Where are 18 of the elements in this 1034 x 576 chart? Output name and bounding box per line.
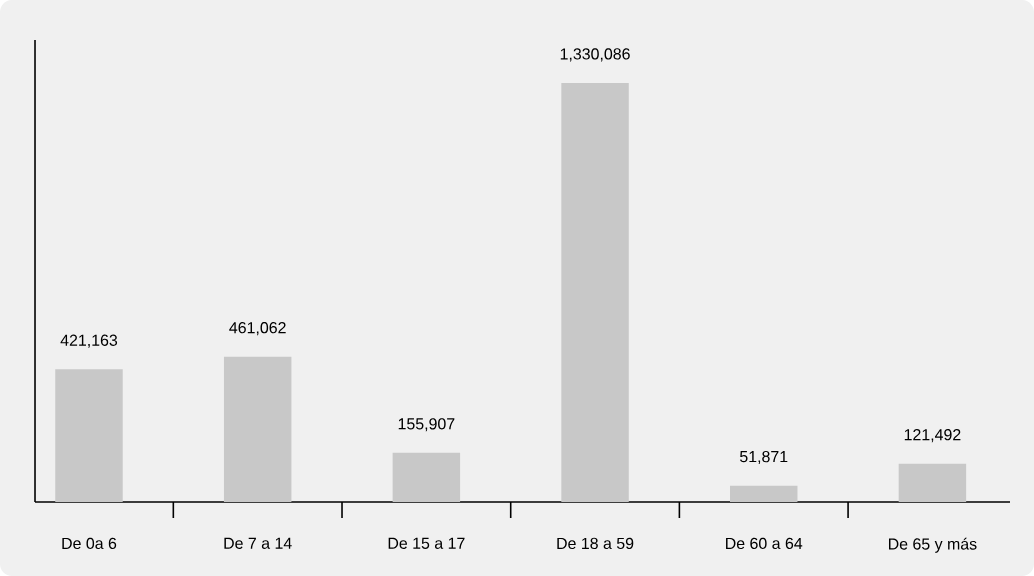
bar	[561, 82, 629, 502]
bar	[223, 356, 292, 502]
bar	[898, 463, 967, 502]
data-label: 155,907	[398, 418, 455, 432]
data-label: 121,492	[904, 429, 961, 443]
bar	[55, 369, 123, 502]
data-label: 51,871	[739, 450, 788, 465]
x-tick-label: De 15 a 17	[388, 537, 465, 549]
bar	[730, 485, 798, 502]
data-label: 1,330,086	[560, 48, 630, 62]
x-tick-label: De 60 a 64	[726, 537, 803, 550]
data-label: 461,062	[229, 322, 286, 336]
x-tick-label: De 18 a 59	[557, 537, 634, 550]
x-tick-label: De 0a 6	[62, 537, 117, 550]
x-tick-label: De 65 y más	[888, 537, 977, 553]
data-label: 421,163	[60, 334, 118, 348]
x-tick-label: De 7 a 14	[224, 537, 292, 549]
bar	[392, 452, 461, 502]
